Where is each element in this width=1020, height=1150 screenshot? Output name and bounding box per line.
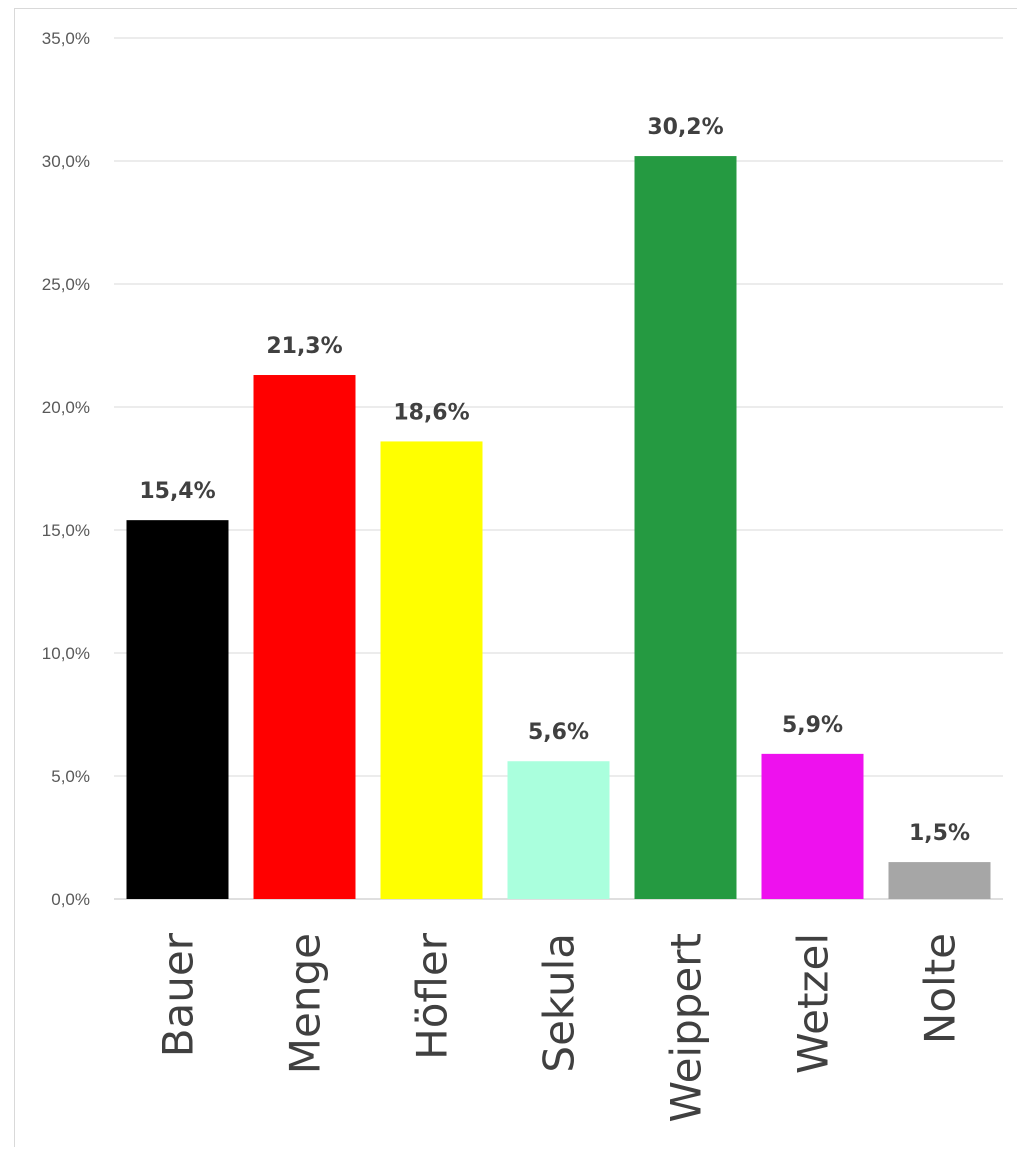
category-label: Nolte [916,933,965,1044]
category-label: Sekula [535,933,584,1073]
y-tick-label: 15,0% [42,521,90,540]
data-label: 1,5% [909,821,970,846]
bar [634,156,737,899]
bar [380,441,483,899]
bar [126,520,229,899]
y-tick-label: 25,0% [42,275,90,294]
category-label: Weippert [662,933,711,1122]
data-label: 15,4% [139,479,215,504]
category-label: Menge [281,933,330,1074]
category-label: Höfler [408,932,457,1060]
bar [507,761,610,899]
data-label: 30,2% [647,115,723,140]
bar [253,375,356,899]
chart-area [14,8,1017,1147]
data-label: 5,9% [782,713,843,738]
data-label: 5,6% [528,720,589,745]
data-label: 21,3% [266,334,342,359]
y-tick-label: 5,0% [51,767,90,786]
y-tick-label: 30,0% [42,152,90,171]
category-label: Bauer [154,932,203,1057]
y-tick-label: 35,0% [42,29,90,48]
bar [761,753,864,899]
y-tick-label: 10,0% [42,644,90,663]
y-tick-label: 0,0% [51,890,90,909]
y-tick-label: 20,0% [42,398,90,417]
category-label: Wetzel [789,933,838,1074]
data-label: 18,6% [393,400,469,425]
bar [888,862,991,899]
